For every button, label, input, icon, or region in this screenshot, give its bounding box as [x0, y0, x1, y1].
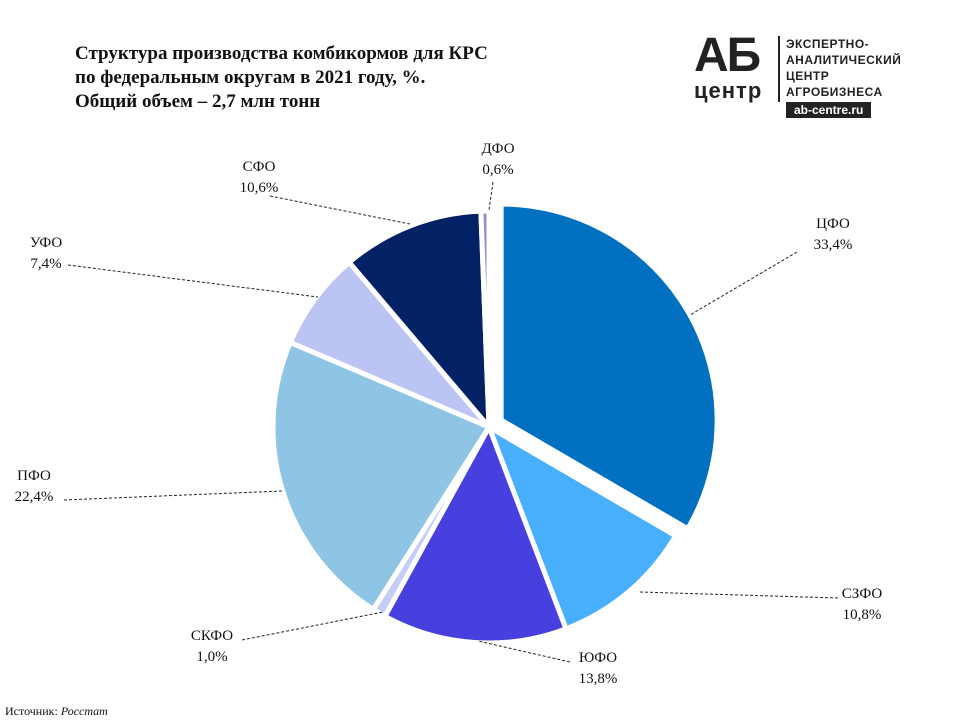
leader-line-2: [477, 640, 571, 663]
slice-label-1: СЗФО: [842, 586, 883, 602]
logo-desc-line-3: ЦЕНТР: [786, 69, 830, 83]
slice-label-5: УФО: [30, 235, 63, 251]
slice-label-6: СФО: [243, 159, 276, 175]
pie-slices: [270, 201, 720, 646]
slice-labels: ЦФО 33,4% СЗФО 10,8% ЮФО 13,8% СКФО 1,0% ПФО 22,4…: [15, 141, 883, 687]
chart-title: Структура производства комбикормов для К…: [75, 42, 635, 114]
slice-value-label-3: 1,0%: [196, 649, 227, 665]
logo-site: ab-centre.ru: [786, 102, 872, 118]
logo-letters: АБ: [694, 29, 761, 82]
leader-line-1: [639, 591, 839, 599]
leader-line-7: [488, 181, 494, 211]
leader-line-3: [241, 611, 384, 641]
source-label: Источник:: [5, 704, 58, 718]
source-value: Росстат: [60, 704, 108, 718]
pie-slice-4: [270, 339, 493, 613]
slice-label-3: СКФО: [191, 628, 233, 644]
slice-value-label-6: 10,6%: [240, 180, 279, 196]
pie-slice-2: [381, 421, 570, 646]
slice-value-label-4: 22,4%: [15, 489, 54, 505]
chart-title-line-2: по федеральным округам в 2021 году, %.: [75, 67, 426, 88]
slice-value-label-0: 33,4%: [814, 237, 853, 253]
logo-desc-line-1: ЭКСПЕРТНО-: [786, 37, 870, 51]
pie-slice-7: [478, 208, 492, 428]
slice-value-label-2: 13,8%: [579, 671, 618, 687]
logo-desc-line-4: АГРОБИЗНЕСА: [786, 85, 883, 99]
logo-divider: [778, 36, 780, 102]
slice-label-2: ЮФО: [579, 650, 617, 666]
slice-label-0: ЦФО: [816, 216, 850, 232]
leader-line-5: [67, 264, 319, 298]
logo-description: ЭКСПЕРТНО- АНАЛИТИЧЕСКИЙ ЦЕНТР АГРОБИЗНЕ…: [786, 36, 901, 100]
pie-slice-1: [484, 421, 680, 633]
leader-lines: [63, 181, 839, 663]
slice-label-7: ДФО: [481, 141, 514, 157]
pie-slice-0: [498, 201, 720, 533]
leader-line-0: [689, 251, 798, 316]
pie-slice-6: [345, 208, 492, 435]
slice-value-label-5: 7,4%: [30, 256, 61, 272]
logo-desc-line-2: АНАЛИТИЧЕСКИЙ: [786, 53, 902, 67]
slice-value-label-1: 10,8%: [843, 607, 882, 623]
leader-line-6: [269, 195, 411, 225]
chart-title-line-3: Общий объем – 2,7 млн тонн: [75, 91, 321, 112]
leader-line-4: [63, 490, 283, 501]
source-note: Источник: Росстат: [5, 704, 108, 719]
logo-word: центр: [694, 78, 763, 103]
slice-value-label-7: 0,6%: [482, 162, 513, 178]
chart-title-line-1: Структура производства комбикормов для К…: [75, 43, 488, 64]
ab-centre-logo: АБ центр ЭКСПЕРТНО- АНАЛИТИЧЕСКИЙ ЦЕНТР …: [690, 29, 940, 124]
slice-label-4: ПФО: [17, 468, 51, 484]
